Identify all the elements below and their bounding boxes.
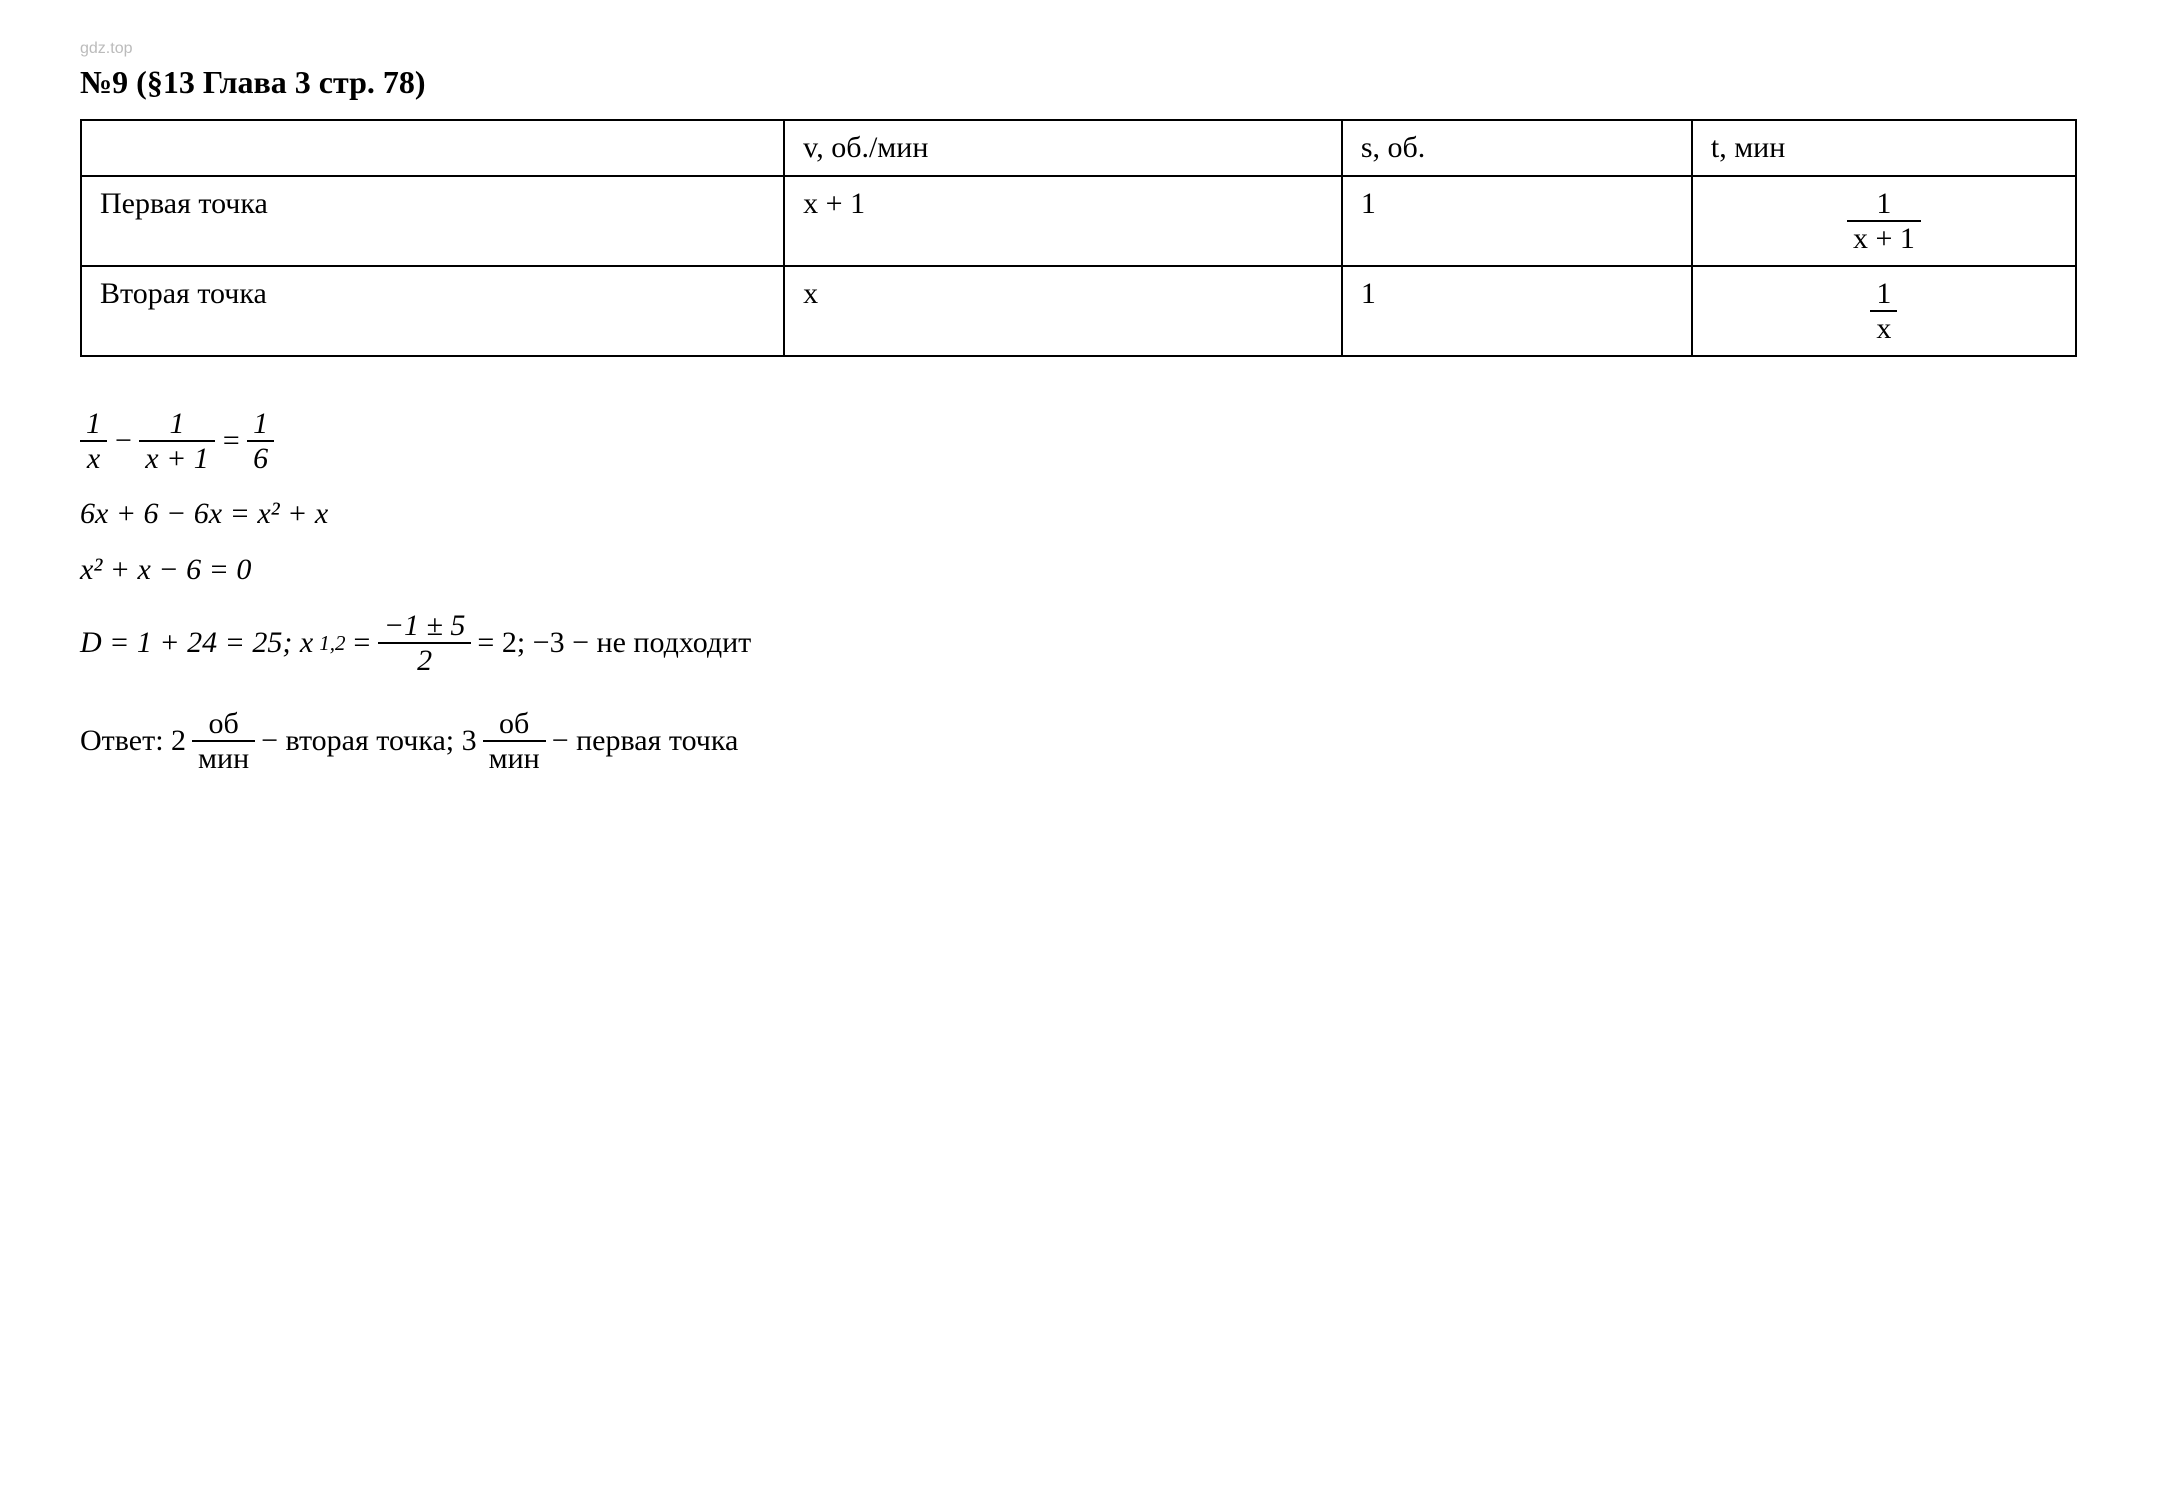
- answer-f1-num: об: [192, 707, 255, 742]
- eq1-f3-num: 1: [247, 407, 274, 442]
- answer-f2-num: об: [483, 707, 546, 742]
- eq1-f3-den: 6: [247, 442, 274, 475]
- eq4-tail: = 2; −3 − не подходит: [477, 626, 751, 660]
- answer-f1-den: мин: [192, 742, 255, 775]
- eq1-equals: =: [221, 424, 241, 458]
- table-header-row: v, об./мин s, об. t, мин: [81, 120, 2076, 176]
- answer-line: Ответ: 2 об мин − вторая точка; 3 об мин…: [80, 707, 2077, 775]
- header-v: v, об./мин: [784, 120, 1342, 176]
- row1-t-den: x + 1: [1847, 222, 1921, 255]
- equation-3: x² + x − 6 = 0: [80, 553, 2077, 587]
- table-row: Первая точка x + 1 1 1 x + 1: [81, 176, 2076, 266]
- header-t: t, мин: [1692, 120, 2076, 176]
- answer-prefix: Ответ: 2: [80, 724, 186, 758]
- eq1-frac3: 1 6: [247, 407, 274, 475]
- header-empty: [81, 120, 784, 176]
- watermark-top: gdz.top: [80, 40, 2077, 58]
- eq1-f2-num: 1: [139, 407, 215, 442]
- answer-frac1: об мин: [192, 707, 255, 775]
- answer-suffix: − первая точка: [552, 724, 739, 758]
- row1-s: 1: [1342, 176, 1692, 266]
- row2-t-den: x: [1870, 312, 1897, 345]
- row2-t-num: 1: [1870, 277, 1897, 312]
- row2-label: Вторая точка: [81, 266, 784, 356]
- equation-1: 1 x − 1 x + 1 = 1 6: [80, 407, 2077, 475]
- eq4-frac-num: −1 ± 5: [378, 609, 472, 644]
- table-row: Вторая точка x 1 1 x: [81, 266, 2076, 356]
- eq4-frac-den: 2: [378, 644, 472, 677]
- eq4-frac: −1 ± 5 2: [378, 609, 472, 677]
- row1-v: x + 1: [784, 176, 1342, 266]
- equation-2: 6x + 6 − 6x = x² + x: [80, 497, 2077, 531]
- eq1-frac1: 1 x: [80, 407, 107, 475]
- eq1-f2-den: x + 1: [139, 442, 215, 475]
- row1-label: Первая точка: [81, 176, 784, 266]
- eq1-f1-den: x: [80, 442, 107, 475]
- answer-frac2: об мин: [483, 707, 546, 775]
- data-table: v, об./мин s, об. t, мин Первая точка x …: [80, 119, 2077, 357]
- row1-t-num: 1: [1847, 187, 1921, 222]
- answer-mid: − вторая точка; 3: [261, 724, 476, 758]
- eq1-frac2: 1 x + 1: [139, 407, 215, 475]
- eq1-f1-num: 1: [80, 407, 107, 442]
- equation-4: D = 1 + 24 = 25; x1,2 = −1 ± 5 2 = 2; −3…: [80, 609, 2077, 677]
- row1-t-frac: 1 x + 1: [1847, 187, 1921, 255]
- eq1-minus: −: [113, 424, 133, 458]
- row2-s: 1: [1342, 266, 1692, 356]
- problem-title: №9 (§13 Глава 3 стр. 78): [80, 64, 2077, 101]
- row2-t-frac: 1 x: [1870, 277, 1897, 345]
- row2-t: 1 x: [1692, 266, 2076, 356]
- eq4-sub12: 1,2: [319, 631, 345, 656]
- eq4-d-part: D = 1 + 24 = 25; x: [80, 626, 313, 660]
- row2-v: x: [784, 266, 1342, 356]
- eq4-eq: =: [351, 626, 371, 660]
- answer-f2-den: мин: [483, 742, 546, 775]
- header-s: s, об.: [1342, 120, 1692, 176]
- row1-t: 1 x + 1: [1692, 176, 2076, 266]
